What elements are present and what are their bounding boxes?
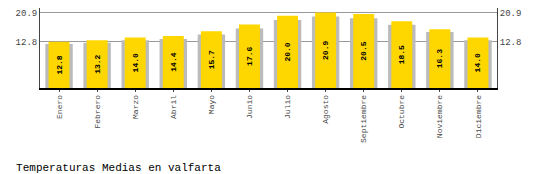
svg-text:12.8: 12.8: [55, 55, 64, 74]
svg-text:Septiembre: Septiembre: [359, 95, 368, 143]
svg-text:14.0: 14.0: [131, 53, 140, 72]
svg-text:Junio: Junio: [245, 95, 254, 119]
svg-text:20.9: 20.9: [16, 9, 38, 19]
svg-text:20.9: 20.9: [321, 41, 330, 60]
svg-text:18.5: 18.5: [397, 45, 406, 64]
svg-text:Diciembre: Diciembre: [474, 95, 483, 138]
svg-text:14.0: 14.0: [473, 53, 482, 72]
svg-text:Abril: Abril: [169, 95, 178, 119]
svg-text:15.7: 15.7: [207, 50, 216, 69]
svg-text:16.3: 16.3: [435, 49, 444, 68]
svg-text:20.9: 20.9: [500, 9, 522, 19]
svg-text:Octubre: Octubre: [397, 95, 406, 129]
svg-text:20.0: 20.0: [283, 42, 292, 61]
svg-text:13.2: 13.2: [93, 54, 102, 73]
svg-text:Febrero: Febrero: [93, 95, 102, 129]
svg-text:Noviembre: Noviembre: [435, 95, 444, 138]
svg-text:Julio: Julio: [283, 95, 292, 119]
svg-text:Agosto: Agosto: [321, 95, 330, 124]
svg-text:17.6: 17.6: [245, 47, 254, 66]
svg-text:20.5: 20.5: [359, 41, 368, 60]
svg-text:Temperaturas Medias en valfart: Temperaturas Medias en valfarta: [16, 162, 221, 174]
svg-text:12.8: 12.8: [500, 38, 522, 48]
svg-text:Enero: Enero: [55, 95, 64, 119]
svg-text:Mayo: Mayo: [207, 95, 216, 114]
svg-text:Marzo: Marzo: [131, 95, 140, 119]
svg-text:14.4: 14.4: [169, 52, 178, 71]
svg-text:12.8: 12.8: [16, 38, 38, 48]
